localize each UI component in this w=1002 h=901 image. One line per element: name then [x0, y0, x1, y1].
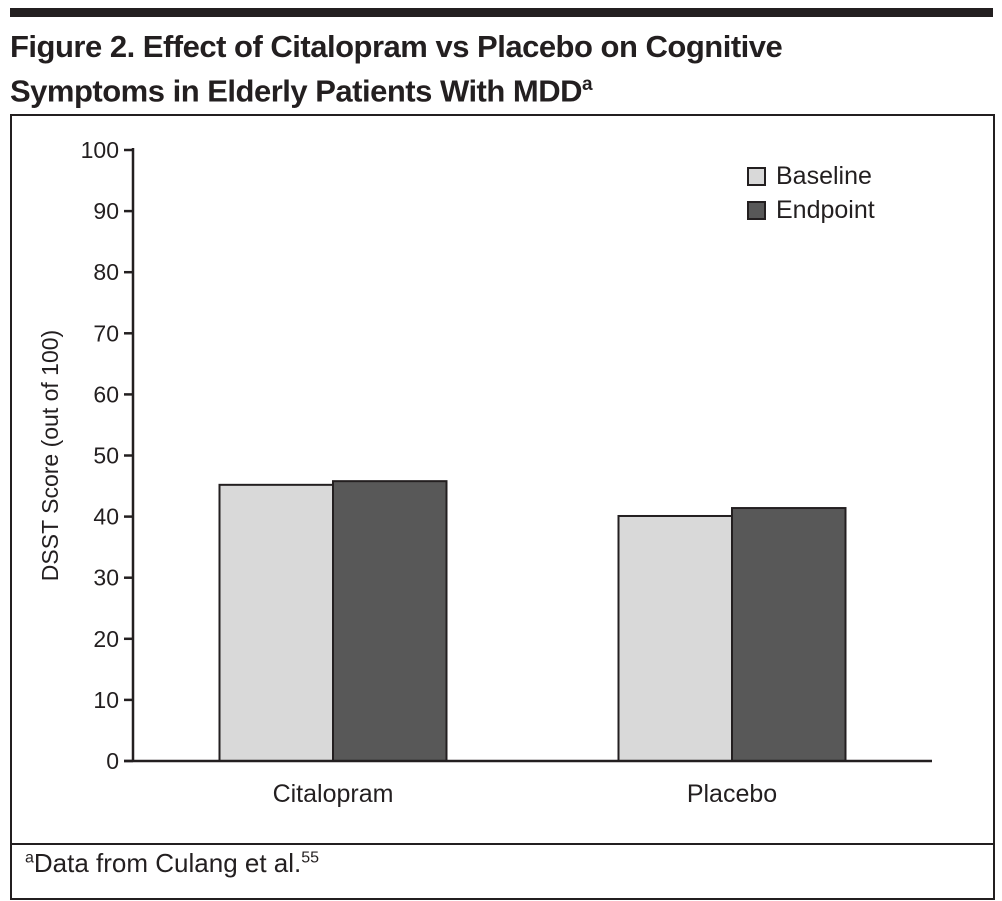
y-tick-label: 30 [93, 565, 119, 591]
title-line-1: Figure 2. Effect of Citalopram vs Placeb… [10, 29, 783, 64]
y-tick-label: 40 [93, 504, 119, 530]
footnote-divider [10, 843, 993, 845]
legend-swatch-endpoint [747, 201, 766, 220]
footnote-ref: 55 [301, 849, 320, 867]
top-rule [10, 8, 993, 17]
title-superscript: a [582, 74, 593, 95]
legend-swatch-baseline [747, 167, 766, 186]
figure-frame [10, 114, 995, 900]
y-tick-label: 70 [93, 320, 119, 346]
x-tick-label: Placebo [687, 780, 777, 808]
title-line-2: Symptoms in Elderly Patients With MDD [10, 73, 583, 109]
y-tick-label: 80 [93, 259, 119, 285]
bar-endpoint-placebo [731, 507, 847, 762]
footnote: aData from Culang et al.55 [25, 848, 319, 879]
legend-label-endpoint: Endpoint [776, 196, 875, 224]
y-tick-label: 100 [81, 137, 119, 163]
legend-label-baseline: Baseline [776, 162, 872, 190]
y-tick-label: 0 [106, 748, 119, 774]
bar-baseline-citalopram [218, 483, 334, 762]
bar-baseline-placebo [617, 514, 733, 763]
x-tick-label: Citalopram [273, 780, 394, 808]
y-tick-label: 60 [93, 381, 119, 407]
y-tick-label: 10 [93, 687, 119, 713]
footnote-text: Data from Culang et al. [33, 848, 302, 878]
bar-endpoint-citalopram [332, 480, 448, 762]
footnote-marker: a [25, 849, 34, 867]
y-tick-label: 90 [93, 198, 119, 224]
y-tick-label: 50 [93, 443, 119, 469]
y-tick-label: 20 [93, 626, 119, 652]
y-axis-label: DSST Score (out of 100) [37, 330, 63, 581]
figure-title: Figure 2. Effect of Citalopram vs Placeb… [10, 28, 783, 110]
